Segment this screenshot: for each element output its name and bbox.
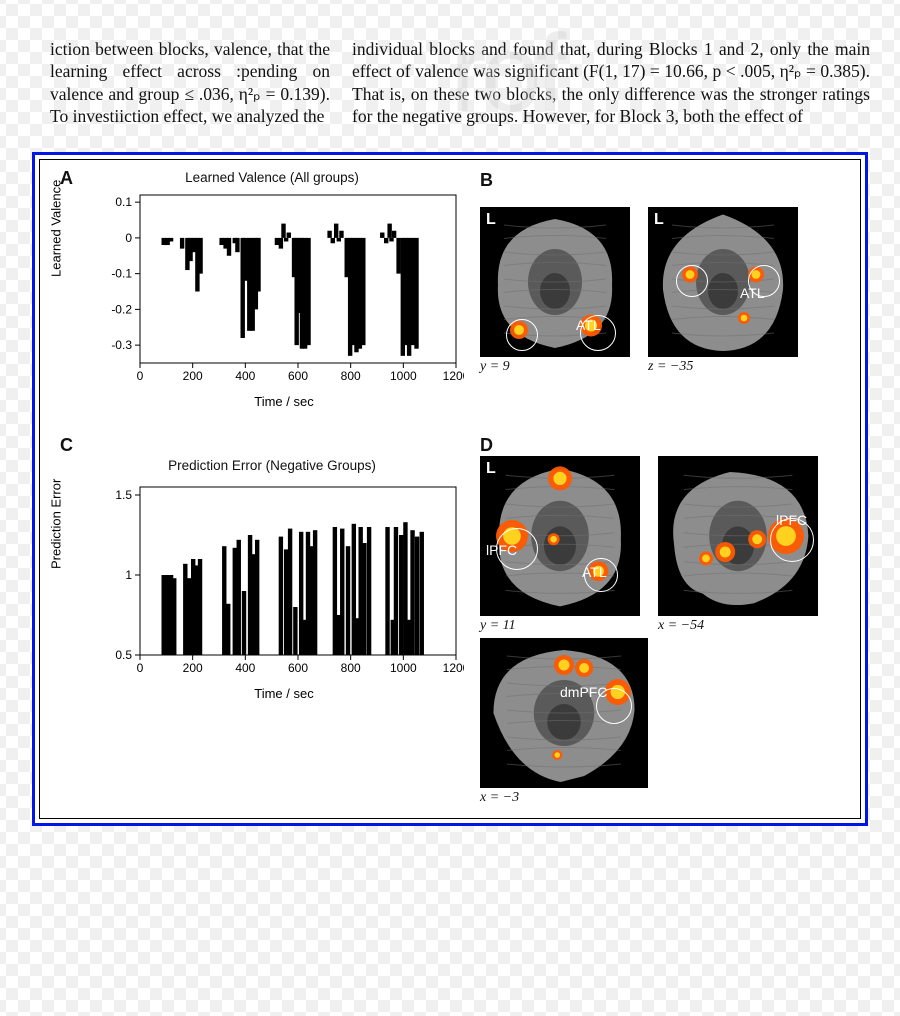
svg-text:1200: 1200 [443,369,464,383]
svg-text:0: 0 [125,230,132,244]
roi-circle [506,319,538,351]
svg-text:600: 600 [288,369,308,383]
svg-text:1000: 1000 [390,369,417,383]
chart-c-wrap: Prediction Error 1.510.50200400600800100… [104,479,472,701]
roi-label: ATL [576,317,601,333]
svg-text:0.5: 0.5 [115,648,132,662]
svg-text:400: 400 [235,661,255,675]
chart-title-c: Prediction Error (Negative Groups) [92,458,452,473]
panel-b-images: L ATL y = 9 L ATL z = −35 [480,199,848,375]
xlabel-c: Time / sec [104,686,464,701]
figure-frame: A Learned Valence (All groups) Learned V… [32,152,868,826]
figure-row-2: C Prediction Error (Negative Groups) Pre… [52,435,848,806]
svg-text:1.5: 1.5 [115,488,132,502]
panel-b: B L ATL y = 9 L ATL z = −35 [472,170,848,409]
panel-label-c: C [60,435,472,456]
roi-label: lPFC [486,542,517,558]
brain-image: dmPFC x = −3 [480,638,848,806]
svg-text:1: 1 [125,568,132,582]
svg-text:200: 200 [183,661,203,675]
panel-d: D LlPFC ATL y = 11 lPFC x = −54 dmPFC x = −3 [472,435,848,806]
panel-label-d: D [480,435,848,456]
svg-text:-0.2: -0.2 [111,302,132,316]
svg-text:1000: 1000 [390,661,417,675]
chart-a-wrap: Learned Valence 0.10-0.1-0.2-0.302004006… [104,187,472,409]
chart-a: 0.1 0 -0.1 -0.2 -0.3 0 200 400 600 800 1000 1200 [104,187,464,387]
svg-text:-0.1: -0.1 [111,266,132,280]
column-left: iction between blocks, valence, that the… [50,38,330,128]
brain-image: LlPFC ATL y = 11 [480,456,640,634]
ylabel-a: Learned Valence [49,179,64,276]
brain-image: lPFC x = −54 [658,456,818,634]
svg-text:0.1: 0.1 [115,195,132,209]
svg-text:1200: 1200 [443,661,464,675]
panel-c: C Prediction Error (Negative Groups) Pre… [52,435,472,806]
brain-caption: z = −35 [648,359,798,375]
ylabel-c: Prediction Error [49,478,64,568]
brain-image: L ATL y = 9 [480,207,630,375]
svg-text:-0.3: -0.3 [111,338,132,352]
svg-text:0: 0 [137,661,144,675]
svg-text:600: 600 [288,661,308,675]
roi-label: ATL [740,285,765,301]
xlabel-a: Time / sec [104,394,464,409]
brain-caption: x = −3 [480,790,848,806]
roi-label: lPFC [776,512,807,528]
chart-c: 1.5 1 0.5 0 200 400 600 800 1000 1200 [104,479,464,679]
svg-text:200: 200 [183,369,203,383]
brain-caption: y = 11 [480,618,640,634]
roi-label: ATL [582,564,607,580]
svg-text:800: 800 [341,661,361,675]
chart-title-a: Learned Valence (All groups) [92,170,452,185]
orientation-label: L [486,211,496,229]
brain-caption: x = −54 [658,618,818,634]
panel-a: A Learned Valence (All groups) Learned V… [52,170,472,409]
panel-label-b: B [480,170,848,191]
svg-text:0: 0 [137,369,144,383]
figure-row-1: A Learned Valence (All groups) Learned V… [52,170,848,409]
svg-text:400: 400 [235,369,255,383]
roi-label: dmPFC [560,684,607,700]
figure-inner-frame: A Learned Valence (All groups) Learned V… [39,159,861,819]
roi-circle [676,265,708,297]
brain-image: L ATL z = −35 [648,207,798,375]
column-right: individual blocks and found that, during… [352,38,870,128]
panel-d-images: LlPFC ATL y = 11 lPFC x = −54 dmPFC x = −3 [480,456,848,806]
orientation-label: L [654,211,664,229]
brain-caption: y = 9 [480,359,630,375]
orientation-label: L [486,460,496,478]
body-text-columns: iction between blocks, valence, that the… [0,0,900,128]
svg-text:800: 800 [341,369,361,383]
